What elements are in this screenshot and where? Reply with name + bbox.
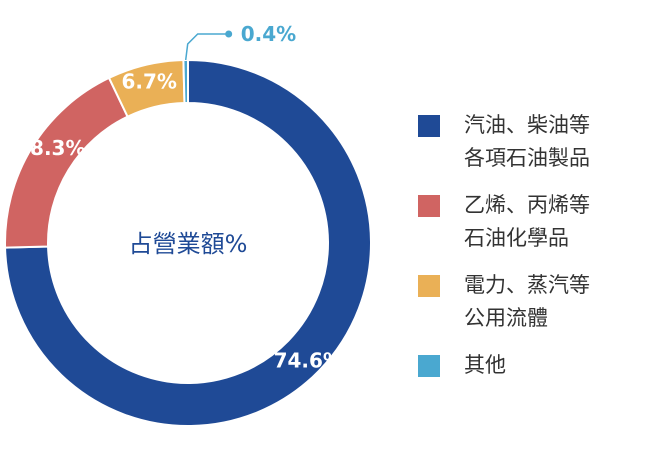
legend-swatch-utilities	[418, 275, 440, 297]
legend-label-petrochemicals: 乙烯、丙烯等 石油化學品	[464, 189, 644, 255]
callout-dot-other	[225, 30, 233, 38]
callout-line-other	[184, 33, 229, 61]
legend-label-utilities: 電力、蒸汽等 公用流體	[464, 269, 644, 335]
slice-labels-group: 74.6% 18.3% 6.7% 0.4%	[16, 22, 343, 372]
legend-label-line: 各項石油製品	[464, 146, 590, 170]
slice-label-petroleum-products: 74.6%	[274, 348, 343, 372]
legend-label-line: 石油化學品	[464, 226, 569, 250]
legend-label-line: 乙烯、丙烯等	[464, 193, 590, 217]
legend-swatch-petrochemicals	[418, 195, 440, 217]
legend-label-line: 汽油、柴油等	[464, 113, 590, 137]
slice-petrochemicals	[4, 76, 129, 249]
legend-label-petroleum-products: 汽油、柴油等 各項石油製品	[464, 109, 644, 175]
legend-swatch-other	[418, 355, 440, 377]
slice-other	[182, 58, 189, 105]
slice-label-petrochemicals: 18.3%	[16, 136, 85, 160]
slices-group	[4, 58, 372, 427]
legend-label-other: 其他	[464, 349, 644, 382]
slice-petroleum-products	[4, 58, 372, 427]
legend-label-line: 電力、蒸汽等	[464, 273, 590, 297]
center-label: 占營業額%	[129, 230, 248, 258]
legend-swatch-petroleum-products	[418, 115, 440, 137]
legend-label-line: 其他	[464, 353, 506, 377]
slice-label-utilities: 6.7%	[122, 70, 177, 94]
slice-label-other: 0.4%	[241, 22, 296, 46]
legend-label-line: 公用流體	[464, 306, 548, 330]
